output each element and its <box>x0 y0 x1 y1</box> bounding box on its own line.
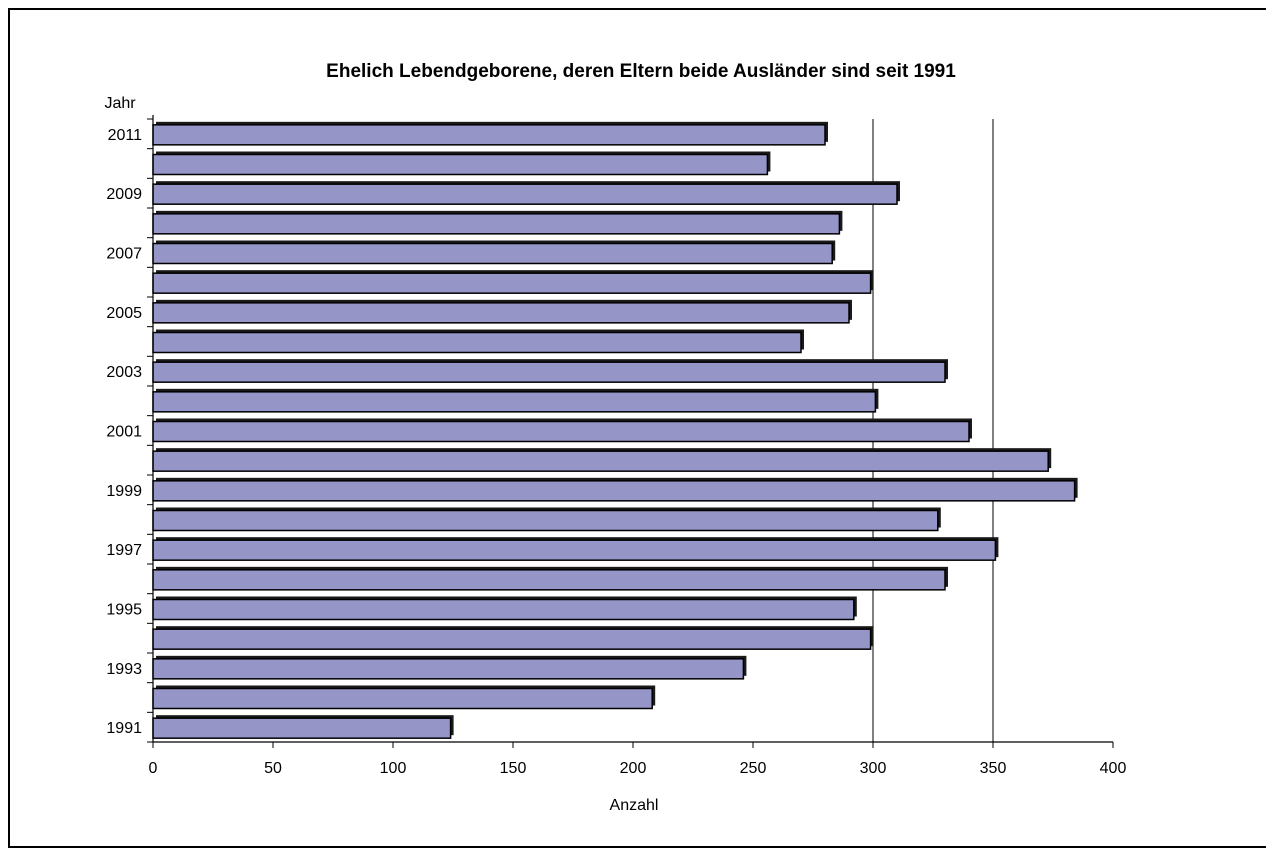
bar <box>152 687 653 710</box>
bar <box>152 598 855 621</box>
y-tick-labels: 2011 2009 2007 2005 2003 2001 1999 1997 1995 1993… <box>106 127 142 737</box>
y-tick-label: 2011 <box>108 127 143 144</box>
bar <box>152 242 833 265</box>
y-tick-label: 1997 <box>106 542 142 559</box>
x-tick-label: 350 <box>980 760 1007 777</box>
bar <box>152 717 452 739</box>
axes <box>147 115 1114 748</box>
y-tick-label: 1999 <box>106 483 142 500</box>
x-axis-label: Anzahl <box>610 797 659 814</box>
y-tick-label: 2001 <box>106 424 142 441</box>
chart-title: Ehelich Lebendgeborene, deren Eltern bei… <box>326 61 956 82</box>
bar <box>152 420 970 443</box>
y-tick-label: 1991 <box>106 720 142 737</box>
bars <box>152 121 1078 739</box>
x-tick-label: 200 <box>620 760 647 777</box>
bar <box>152 539 997 561</box>
x-tick-label: 100 <box>380 760 407 777</box>
bar <box>152 658 745 680</box>
bar <box>152 302 850 324</box>
y-tick-label: 1993 <box>106 661 142 678</box>
bar <box>152 331 802 354</box>
bar <box>152 272 872 294</box>
bar <box>152 391 877 413</box>
y-tick-label: 2009 <box>106 186 142 203</box>
bar <box>152 509 939 532</box>
chart-frame: Ehelich Lebendgeborene, deren Eltern bei… <box>8 8 1266 848</box>
x-tick-label: 300 <box>860 760 887 777</box>
x-tick-labels: 0 50 100 150 200 250 300 350 400 <box>149 760 1127 777</box>
bar <box>152 480 1076 502</box>
bar <box>152 628 872 650</box>
bar <box>152 450 1049 472</box>
bar-chart: Ehelich Lebendgeborene, deren Eltern bei… <box>104 61 1127 814</box>
x-tick-label: 0 <box>149 760 158 777</box>
x-tick-label: 50 <box>264 760 282 777</box>
y-tick-label: 2003 <box>106 364 142 381</box>
x-tick-label: 150 <box>500 760 527 777</box>
bar <box>152 213 841 235</box>
y-tick-label: 2007 <box>106 246 142 263</box>
x-tick-label: 400 <box>1100 760 1127 777</box>
y-tick-label: 1995 <box>106 602 142 619</box>
bar <box>152 153 769 176</box>
bar <box>152 183 898 205</box>
bar <box>152 124 826 146</box>
y-tick-label: 2005 <box>106 305 142 322</box>
x-tick-label: 250 <box>740 760 767 777</box>
bar <box>152 569 946 591</box>
y-axis-label: Jahr <box>104 95 136 112</box>
bar <box>152 361 946 383</box>
